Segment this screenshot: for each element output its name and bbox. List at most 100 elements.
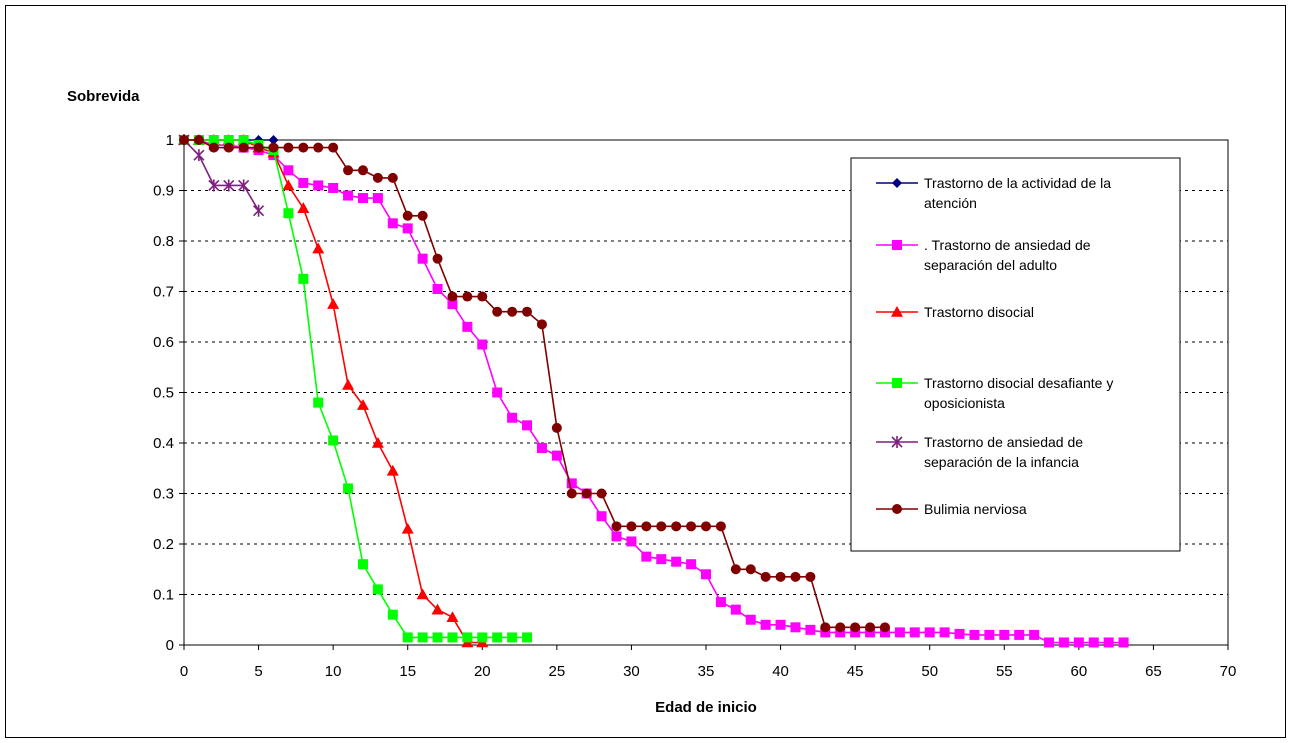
data-point — [507, 412, 518, 423]
legend-label: . Trastorno de ansiedad de — [924, 237, 1091, 253]
data-point — [193, 135, 204, 145]
data-point — [431, 603, 444, 615]
data-point — [283, 165, 294, 176]
data-point — [432, 253, 443, 264]
x-tick-label: 0 — [180, 663, 188, 680]
data-point — [313, 142, 324, 153]
data-point — [417, 210, 428, 221]
data-point — [892, 378, 902, 388]
data-point — [417, 253, 428, 264]
x-axis-title: Edad de inicio — [655, 699, 757, 716]
data-point — [1014, 629, 1025, 640]
data-point — [879, 627, 890, 638]
data-point — [268, 135, 279, 145]
data-point — [432, 283, 443, 294]
data-point — [447, 291, 458, 302]
data-point — [790, 622, 801, 633]
y-tick-label: 0.8 — [153, 233, 174, 250]
y-tick-label: 0.9 — [153, 183, 174, 200]
data-point — [1044, 637, 1055, 648]
x-tick-label: 50 — [921, 663, 938, 680]
legend-label: Trastorno de ansiedad de — [924, 434, 1083, 450]
data-point — [356, 399, 369, 410]
data-point — [372, 172, 383, 183]
data-point — [596, 511, 607, 522]
data-point — [969, 629, 980, 640]
legend-label: Trastorno disocial desafiante y — [924, 375, 1113, 391]
data-point — [850, 622, 861, 633]
data-point — [641, 551, 652, 562]
data-point — [686, 559, 697, 570]
data-point — [891, 306, 903, 317]
data-point — [328, 142, 339, 153]
data-point — [551, 422, 562, 433]
data-point — [924, 627, 935, 638]
data-point — [327, 298, 340, 309]
data-point — [850, 627, 861, 638]
series-6 — [179, 135, 890, 633]
data-point — [223, 179, 235, 192]
data-point — [522, 632, 533, 643]
y-tick-label: 0.6 — [153, 334, 174, 351]
data-point — [730, 604, 741, 615]
data-point — [1088, 637, 1099, 648]
x-tick-label: 40 — [772, 663, 789, 680]
data-point — [342, 378, 355, 390]
data-point — [372, 584, 383, 595]
data-point — [745, 614, 756, 625]
data-point — [298, 142, 309, 153]
legend-label: Bulimia nerviosa — [924, 501, 1027, 517]
data-point — [954, 628, 965, 639]
data-point — [208, 135, 219, 145]
data-point — [865, 622, 876, 633]
data-point — [298, 273, 309, 284]
data-point — [208, 142, 219, 153]
data-point — [686, 521, 697, 532]
data-point — [891, 436, 903, 448]
data-point — [892, 178, 902, 188]
y-tick-label: 0.5 — [153, 385, 174, 402]
data-point — [522, 306, 533, 317]
y-tick-label: 0.4 — [153, 435, 174, 452]
data-point — [611, 531, 622, 542]
data-point — [1118, 637, 1129, 648]
data-point — [357, 193, 368, 204]
data-point — [357, 165, 368, 176]
data-point — [223, 142, 234, 153]
data-point — [745, 564, 756, 575]
data-point — [446, 611, 459, 623]
chart-frame — [5, 5, 1286, 738]
x-tick-label: 70 — [1220, 663, 1237, 680]
data-point — [1103, 637, 1114, 648]
data-point — [596, 488, 607, 499]
data-point — [312, 242, 325, 254]
data-point — [447, 299, 458, 310]
data-point — [671, 521, 682, 532]
legend-item-3: Trastorno disocial — [876, 304, 1034, 320]
y-tick-label: 0.1 — [153, 587, 174, 604]
data-point — [328, 182, 339, 193]
x-tick-label: 65 — [1145, 663, 1162, 680]
y-tick-label: 0.3 — [153, 486, 174, 503]
data-point — [477, 339, 488, 350]
data-point — [939, 627, 950, 638]
data-point — [417, 632, 428, 643]
series-layer — [178, 134, 1129, 648]
data-point — [283, 208, 294, 219]
x-tick-label: 60 — [1071, 663, 1088, 680]
data-point — [730, 564, 741, 575]
legend-label: separación del adulto — [924, 257, 1057, 273]
x-tick-label: 45 — [847, 663, 864, 680]
x-tick-label: 35 — [698, 663, 715, 680]
legend-label: oposicionista — [924, 395, 1005, 411]
data-point — [715, 521, 726, 532]
data-point — [1058, 637, 1069, 648]
x-tick-label: 10 — [325, 663, 342, 680]
data-point — [268, 142, 279, 153]
x-tick-label: 30 — [623, 663, 640, 680]
legend-item-2: . Trastorno de ansiedad de separación del… — [876, 237, 1091, 273]
data-point — [522, 420, 533, 431]
legend-label: Trastorno disocial — [924, 304, 1034, 320]
data-point — [536, 319, 547, 330]
data-point — [282, 179, 295, 191]
